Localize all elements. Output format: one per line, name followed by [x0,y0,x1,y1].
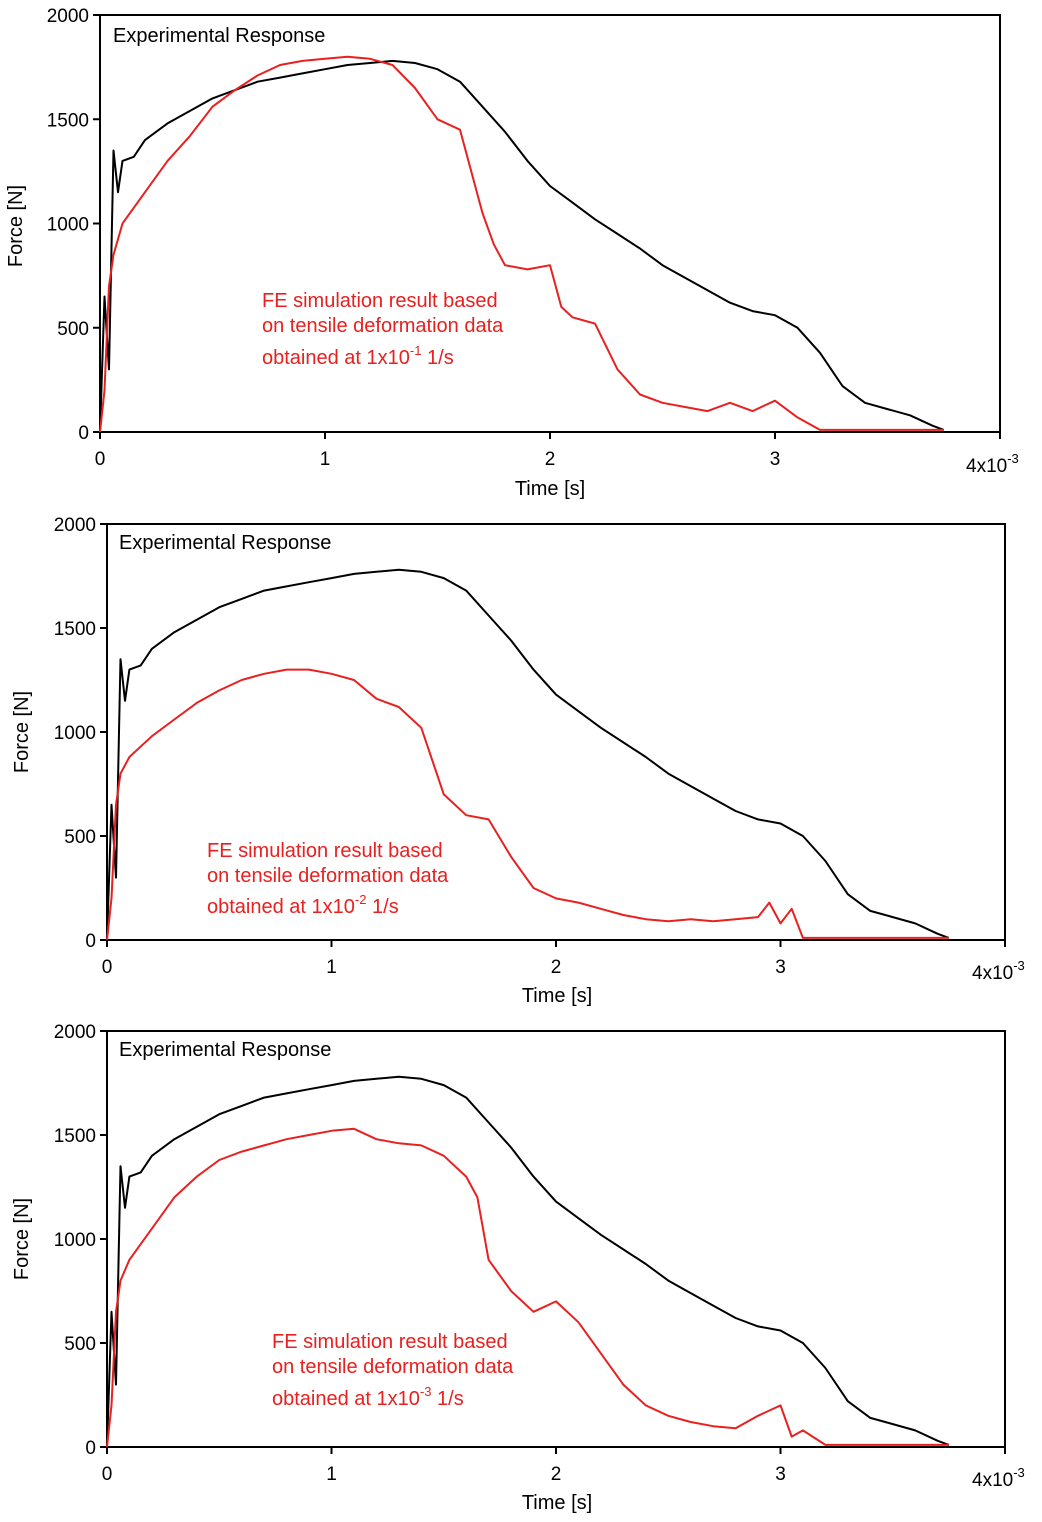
annotation-line-2: on tensile deformation data [262,315,504,337]
y-tick-label: 0 [85,1438,96,1459]
x-tick-label: 1 [320,449,331,470]
y-axis-title: Force [N] [11,1198,33,1280]
legend-experimental: Experimental Response [113,25,325,47]
y-tick-label: 500 [57,319,89,340]
x-tick-label: 2 [551,1464,562,1485]
y-tick-label: 2000 [47,6,89,27]
annotation-rate-exponent: -1 [410,343,422,358]
chart-1: 0 500 1000 1500 2000 0 1 2 3 Experimental Respo… [5,6,1019,500]
annotation-rate-base: obtained at 1x10 [262,347,410,369]
x-axis-title: Time [s] [522,985,592,1007]
x-exponent-label: 4x10-3 [972,958,1025,984]
x-tick-label: 0 [102,957,113,978]
y-tick-label: 1500 [47,110,89,131]
annotation-line-3: obtained at 1x10-2 1/s [207,892,399,918]
series-simulation-line [99,55,944,433]
x-tick-label: 2 [551,957,562,978]
x-tick-label: 0 [95,449,106,470]
chart-2: 0 500 1000 1500 2000 0 1 2 3 Experimental Respo… [11,515,1025,1007]
annotation-rate-exponent: -3 [420,1384,432,1399]
annotation-line-3: obtained at 1x10-1 1/s [262,343,454,369]
y-tick-label: 1000 [54,1230,96,1251]
y-tick-label: 1000 [54,723,96,744]
annotation-rate-exponent: -2 [355,892,367,907]
x-tick-label: 0 [102,1464,113,1485]
x-tick-label: 3 [775,957,786,978]
chart-panel-2: 0 500 1000 1500 2000 0 1 2 3 Experimental Respo… [0,508,1042,1015]
y-tick-label: 500 [64,827,96,848]
x-tick-label: 3 [775,1464,786,1485]
y-tick-label: 2000 [54,515,96,536]
x-exponent-label: 4x10-3 [966,451,1019,477]
annotation-rate-unit: 1/s [366,896,398,918]
y-tick-label: 500 [64,1334,96,1355]
annotation-rate-base: obtained at 1x10 [272,1388,420,1410]
y-tick-label: 1500 [54,619,96,640]
series-simulation-line [106,1127,949,1448]
annotation-line-2: on tensile deformation data [272,1356,514,1378]
x-tick-label: 2 [545,449,556,470]
x-tick-label: 3 [770,449,781,470]
series-experimental-line [99,59,945,433]
y-tick-label: 0 [78,423,89,444]
annotation-line-1: FE simulation result based [272,1331,508,1353]
y-tick-label: 0 [85,931,96,952]
series-experimental-line [106,1075,950,1448]
series-simulation-line [106,668,949,941]
annotation-line-2: on tensile deformation data [207,865,449,887]
x-tick-label: 1 [326,1464,337,1485]
chart-panel-3: 0 500 1000 1500 2000 0 1 2 3 Experimental Respo… [0,1015,1042,1522]
chart-panel-1: 0 500 1000 1500 2000 0 1 2 3 Experimental Respo… [0,0,1042,507]
annotation-rate-unit: 1/s [421,347,453,369]
y-axis-title: Force [N] [5,185,27,267]
annotation-line-3: obtained at 1x10-3 1/s [272,1384,464,1410]
legend-experimental: Experimental Response [119,532,331,554]
x-exponent-label: 4x10-3 [972,1465,1025,1491]
series-experimental-line [106,568,950,941]
x-axis-title: Time [s] [522,1492,592,1514]
y-tick-label: 2000 [54,1022,96,1043]
x-tick-label: 1 [326,957,337,978]
legend-experimental: Experimental Response [119,1039,331,1061]
plot-frame [99,14,1001,433]
x-axis-title: Time [s] [515,478,585,500]
annotation-rate-unit: 1/s [431,1388,463,1410]
chart-3: 0 500 1000 1500 2000 0 1 2 3 Experimental Respo… [11,1022,1025,1514]
y-tick-label: 1500 [54,1126,96,1147]
y-tick-label: 1000 [47,215,89,236]
y-axis-title: Force [N] [11,691,33,773]
plot-frame [106,1030,1006,1448]
annotation-rate-base: obtained at 1x10 [207,896,355,918]
annotation-line-1: FE simulation result based [262,290,498,312]
annotation-line-1: FE simulation result based [207,840,443,862]
